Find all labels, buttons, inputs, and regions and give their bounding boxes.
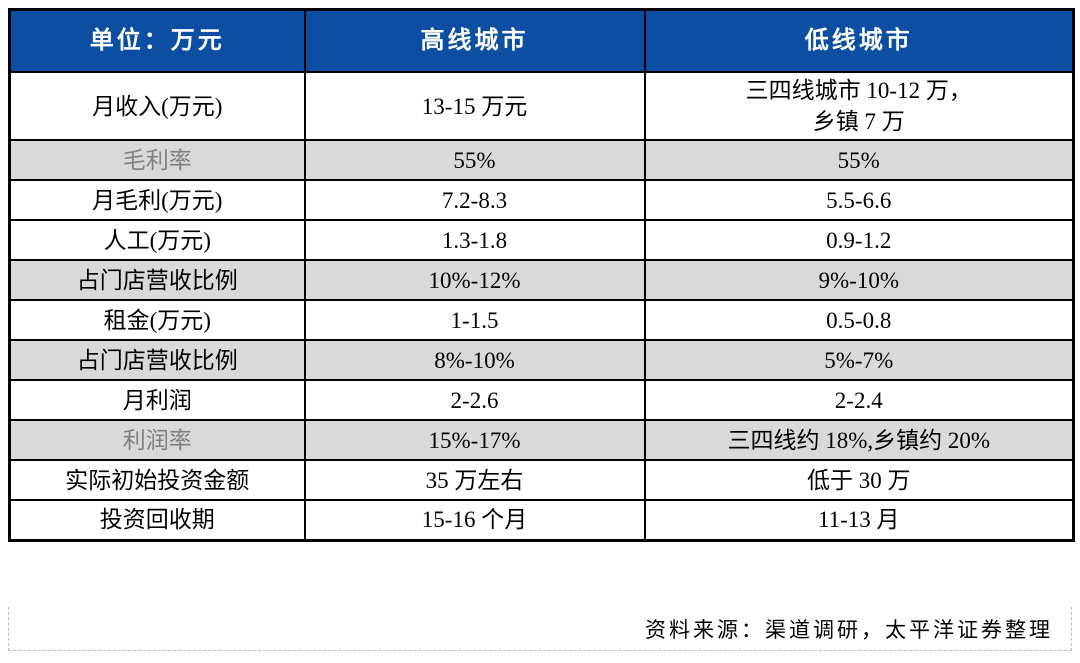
value-low-tier: 0.9-1.2: [643, 219, 1075, 262]
value-high-tier: 15%-17%: [303, 419, 646, 462]
table-row-gross-margin: 毛利率 55% 55%: [8, 139, 1075, 182]
value-high-tier: 13-15 万元: [303, 70, 646, 142]
header-cell-high-tier-cities: 高线城市: [303, 8, 646, 73]
table-row-payback-period: 投资回收期 15-16 个月 11-13 月: [8, 499, 1075, 542]
row-label: 实际初始投资金额: [8, 459, 306, 502]
value-low-tier: 0.5-0.8: [643, 299, 1075, 342]
value-high-tier: 55%: [303, 139, 646, 182]
header-cell-unit: 单位：万元: [8, 8, 306, 73]
table-row-initial-investment: 实际初始投资金额 35 万左右 低于 30 万: [8, 459, 1075, 502]
row-label: 人工(万元): [8, 219, 306, 262]
row-label: 投资回收期: [8, 499, 306, 542]
row-label: 月毛利(万元): [8, 179, 306, 222]
value-low-tier: 低于 30 万: [643, 459, 1075, 502]
table-row-monthly-gross-profit: 月毛利(万元) 7.2-8.3 5.5-6.6: [8, 179, 1075, 222]
value-low-tier: 5.5-6.6: [643, 179, 1075, 222]
row-label: 租金(万元): [8, 299, 306, 342]
table-row-labor-cost: 人工(万元) 1.3-1.8 0.9-1.2: [8, 219, 1075, 262]
value-low-tier: 55%: [643, 139, 1075, 182]
value-high-tier: 8%-10%: [303, 339, 646, 382]
value-low-tier: 三四线城市 10-12 万， 乡镇 7 万: [643, 70, 1075, 142]
row-label: 月利润: [8, 379, 306, 422]
value-high-tier: 10%-12%: [303, 259, 646, 302]
row-label: 占门店营收比例: [8, 259, 306, 302]
table-header-row: 单位：万元 高线城市 低线城市: [8, 8, 1075, 73]
table-row-labor-revenue-ratio: 占门店营收比例 10%-12% 9%-10%: [8, 259, 1075, 302]
table-row-monthly-profit: 月利润 2-2.6 2-2.4: [8, 379, 1075, 422]
value-low-tier: 三四线约 18%,乡镇约 20%: [643, 419, 1075, 462]
value-high-tier: 7.2-8.3: [303, 179, 646, 222]
row-label: 利润率: [8, 419, 306, 462]
table-row-rent: 租金(万元) 1-1.5 0.5-0.8: [8, 299, 1075, 342]
row-label: 月收入(万元): [8, 70, 306, 142]
value-low-tier: 9%-10%: [643, 259, 1075, 302]
row-label: 毛利率: [8, 139, 306, 182]
row-label: 占门店营收比例: [8, 339, 306, 382]
table-row-profit-margin: 利润率 15%-17% 三四线约 18%,乡镇约 20%: [8, 419, 1075, 462]
value-low-tier: 5%-7%: [643, 339, 1075, 382]
source-note-row: 资料来源：渠道调研，太平洋证券整理: [8, 607, 1072, 651]
value-low-tier: 2-2.4: [643, 379, 1075, 422]
value-high-tier: 1.3-1.8: [303, 219, 646, 262]
source-note-text: 资料来源：渠道调研，太平洋证券整理: [645, 617, 1053, 642]
table-row-rent-revenue-ratio: 占门店营收比例 8%-10% 5%-7%: [8, 339, 1075, 382]
value-high-tier: 1-1.5: [303, 299, 646, 342]
header-cell-low-tier-cities: 低线城市: [643, 8, 1075, 73]
value-high-tier: 2-2.6: [303, 379, 646, 422]
store-economics-table: 单位：万元 高线城市 低线城市 月收入(万元) 13-15 万元 三四线城市 1…: [8, 8, 1075, 542]
value-low-tier: 11-13 月: [643, 499, 1075, 542]
value-high-tier: 15-16 个月: [303, 499, 646, 542]
value-high-tier: 35 万左右: [303, 459, 646, 502]
table-row-monthly-revenue: 月收入(万元) 13-15 万元 三四线城市 10-12 万， 乡镇 7 万: [8, 70, 1075, 142]
